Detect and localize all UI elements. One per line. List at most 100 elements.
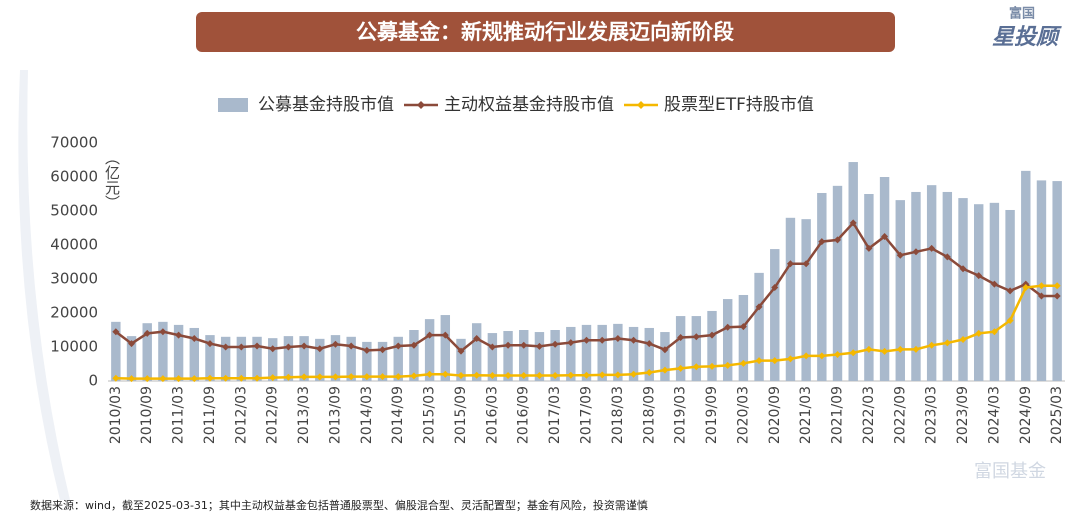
decoration xyxy=(18,70,70,500)
marker xyxy=(441,331,449,339)
marker xyxy=(206,340,214,348)
marker xyxy=(347,342,355,350)
bar xyxy=(299,336,309,381)
legend-swatch xyxy=(637,101,645,109)
x-tick-label: 2012/09 xyxy=(265,386,281,444)
legend-swatch xyxy=(218,98,248,112)
bar xyxy=(597,324,607,381)
marker xyxy=(410,341,418,349)
bar xyxy=(942,191,953,381)
y-tick-label: 70000 xyxy=(50,134,98,152)
bar xyxy=(126,336,137,381)
bar xyxy=(142,323,152,381)
bar xyxy=(173,324,184,381)
marker xyxy=(739,323,747,331)
legend-label: 主动权益基金持股市值 xyxy=(444,95,614,115)
marker xyxy=(331,373,339,381)
marker xyxy=(253,374,261,382)
marker xyxy=(363,373,371,381)
bar xyxy=(534,332,545,381)
bar xyxy=(158,321,168,381)
legend-label: 股票型ETF持股市值 xyxy=(664,95,814,115)
bar xyxy=(911,191,921,381)
marker xyxy=(426,331,434,339)
marker xyxy=(347,373,355,381)
marker xyxy=(457,372,465,380)
marker xyxy=(143,329,151,337)
bar xyxy=(409,330,419,381)
y-tick-label: 40000 xyxy=(50,236,98,254)
bar xyxy=(220,336,231,381)
bar xyxy=(675,316,686,381)
marker xyxy=(771,357,779,365)
marker xyxy=(535,342,543,350)
marker xyxy=(614,335,622,342)
bar xyxy=(974,204,984,381)
bar xyxy=(1005,209,1015,381)
marker xyxy=(331,340,339,348)
x-tick-label: 2020/09 xyxy=(767,386,783,444)
marker xyxy=(128,375,136,383)
marker xyxy=(473,335,481,342)
marker xyxy=(614,371,622,379)
marker xyxy=(473,371,481,379)
bar xyxy=(644,327,654,381)
bar xyxy=(189,327,199,381)
x-tick-label: 2013/03 xyxy=(296,386,312,444)
marker xyxy=(583,336,590,344)
marker xyxy=(551,340,559,348)
marker xyxy=(959,265,967,273)
marker xyxy=(128,340,136,348)
x-tick-label: 2012/03 xyxy=(233,386,249,444)
marker xyxy=(300,342,308,350)
marker xyxy=(975,272,983,280)
x-tick-label: 2020/03 xyxy=(735,386,751,444)
x-tick-label: 2023/09 xyxy=(955,386,971,444)
bar xyxy=(471,323,482,381)
marker xyxy=(567,371,575,379)
marker xyxy=(269,374,277,382)
marker xyxy=(834,350,842,358)
bar xyxy=(691,316,702,381)
bar xyxy=(1036,180,1047,381)
x-tick-label: 2019/03 xyxy=(673,386,689,444)
marker xyxy=(222,374,230,382)
bar xyxy=(660,332,670,381)
x-tick-label: 2010/09 xyxy=(139,386,155,444)
marker xyxy=(457,347,465,355)
x-tick-label: 2017/03 xyxy=(547,386,563,444)
bar xyxy=(315,338,325,381)
marker xyxy=(253,342,261,350)
marker xyxy=(661,346,669,354)
marker xyxy=(928,244,936,252)
x-tick-label: 2018/03 xyxy=(610,386,626,444)
marker xyxy=(786,355,794,363)
marker xyxy=(1053,292,1061,300)
marker xyxy=(1006,316,1014,324)
marker xyxy=(912,248,920,256)
marker xyxy=(1006,287,1014,295)
bar xyxy=(628,326,639,381)
marker xyxy=(677,364,685,372)
bar xyxy=(707,310,717,381)
bar xyxy=(393,336,403,381)
marker xyxy=(849,219,857,227)
marker xyxy=(190,335,198,342)
x-tick-label: 2014/03 xyxy=(359,386,375,444)
bar xyxy=(817,192,827,381)
bar xyxy=(111,321,121,381)
marker xyxy=(630,336,638,344)
marker xyxy=(1053,282,1061,290)
bar xyxy=(832,185,843,381)
marker xyxy=(928,341,936,349)
marker xyxy=(159,328,167,336)
marker xyxy=(645,340,653,348)
bar xyxy=(926,185,937,381)
marker xyxy=(426,370,434,378)
marker xyxy=(488,343,496,351)
marker xyxy=(1037,282,1045,290)
x-tick-label: 2015/03 xyxy=(422,386,438,444)
marker xyxy=(535,372,543,380)
marker xyxy=(881,233,889,240)
bar xyxy=(958,198,968,381)
